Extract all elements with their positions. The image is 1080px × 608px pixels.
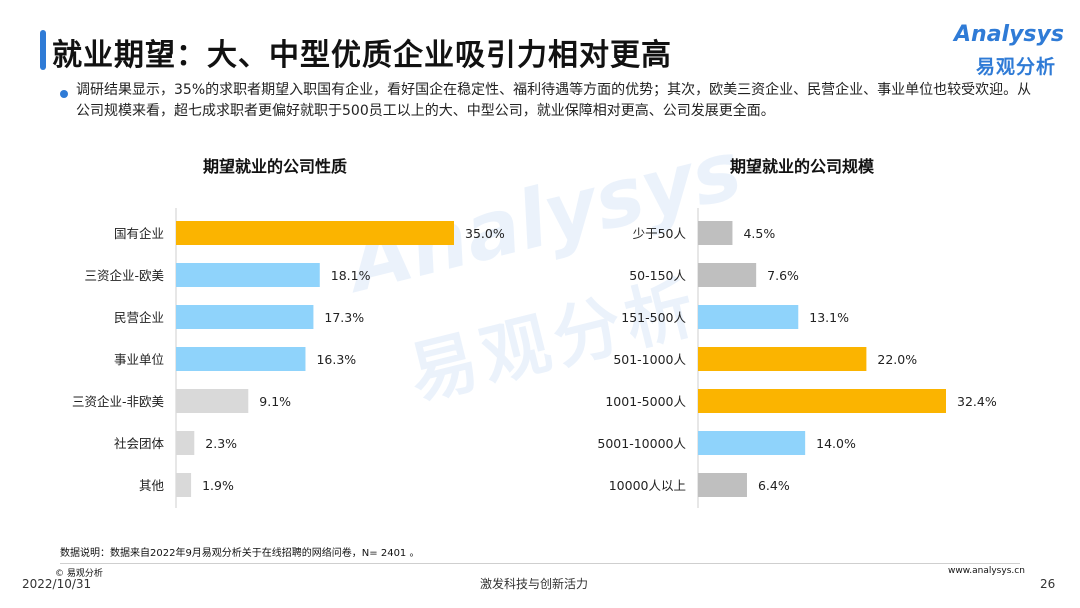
value-label: 18.1% bbox=[331, 268, 371, 283]
chart-title: 期望就业的公司性质 bbox=[203, 157, 347, 176]
value-label: 2.3% bbox=[205, 436, 237, 451]
report-date: 2022/10/31 bbox=[22, 577, 92, 591]
category-label: 事业单位 bbox=[114, 352, 164, 367]
bullet-dot-icon bbox=[60, 90, 68, 98]
category-label: 10000人以上 bbox=[609, 478, 686, 493]
value-label: 4.5% bbox=[743, 226, 775, 241]
value-label: 14.0% bbox=[816, 436, 856, 451]
bar-size-2 bbox=[698, 305, 799, 329]
chart-title: 期望就业的公司规模 bbox=[730, 157, 875, 176]
category-label: 其他 bbox=[139, 478, 165, 493]
category-label: 151-500人 bbox=[621, 310, 686, 325]
title-accent-bar bbox=[40, 30, 46, 70]
category-label: 民营企业 bbox=[114, 310, 164, 325]
value-label: 9.1% bbox=[259, 394, 291, 409]
page-number: 26 bbox=[1040, 577, 1056, 591]
bar-size-1 bbox=[698, 263, 757, 287]
bar-type-6 bbox=[176, 473, 192, 497]
value-label: 1.9% bbox=[202, 478, 234, 493]
footer-slogan: 激发科技与创新活力 bbox=[480, 577, 589, 591]
value-label: 7.6% bbox=[767, 268, 799, 283]
website-link[interactable]: www.analysys.cn bbox=[948, 566, 1025, 576]
category-label: 5001-10000人 bbox=[597, 436, 686, 451]
category-label: 三资企业-非欧美 bbox=[72, 394, 164, 409]
bar-type-5 bbox=[176, 431, 195, 455]
footer-divider bbox=[60, 563, 1020, 564]
data-note: 数据说明：数据来自2022年9月易观分析关于在线招聘的网络问卷，N= 2401 … bbox=[60, 548, 420, 559]
bar-type-1 bbox=[176, 263, 320, 287]
logo-chinese-name: 易观分析 bbox=[976, 56, 1057, 78]
bar-size-4 bbox=[698, 389, 946, 413]
bar-size-5 bbox=[698, 431, 806, 455]
category-label: 少于50人 bbox=[633, 226, 687, 241]
value-label: 17.3% bbox=[324, 310, 364, 325]
category-label: 50-150人 bbox=[629, 268, 686, 283]
category-label: 501-1000人 bbox=[613, 352, 686, 367]
bar-type-3 bbox=[176, 347, 306, 371]
page-title: 就业期望：大、中型优质企业吸引力相对更高 bbox=[52, 38, 672, 73]
value-label: 32.4% bbox=[957, 394, 997, 409]
intro-paragraph: 调研结果显示，35%的求职者期望入职国有企业，看好国企在稳定性、福利待遇等方面的… bbox=[76, 82, 1032, 119]
bar-size-3 bbox=[698, 347, 867, 371]
brand-logo: Analysys 易观分析 bbox=[954, 22, 1064, 82]
category-label: 国有企业 bbox=[114, 226, 164, 241]
value-label: 13.1% bbox=[809, 310, 849, 325]
bar-type-2 bbox=[176, 305, 314, 329]
logo-wordmark: Analysys bbox=[954, 22, 1064, 47]
value-label: 16.3% bbox=[316, 352, 356, 367]
value-label: 6.4% bbox=[758, 478, 790, 493]
category-label: 三资企业-欧美 bbox=[84, 268, 164, 283]
value-label: 22.0% bbox=[877, 352, 917, 367]
category-label: 1001-5000人 bbox=[605, 394, 686, 409]
category-label: 社会团体 bbox=[114, 436, 165, 451]
bar-size-6 bbox=[698, 473, 747, 497]
bar-type-4 bbox=[176, 389, 249, 413]
bar-size-0 bbox=[698, 221, 733, 245]
bar-type-0 bbox=[176, 221, 454, 245]
value-label: 35.0% bbox=[465, 226, 505, 241]
copyright-text: © 易观分析 bbox=[55, 569, 103, 579]
